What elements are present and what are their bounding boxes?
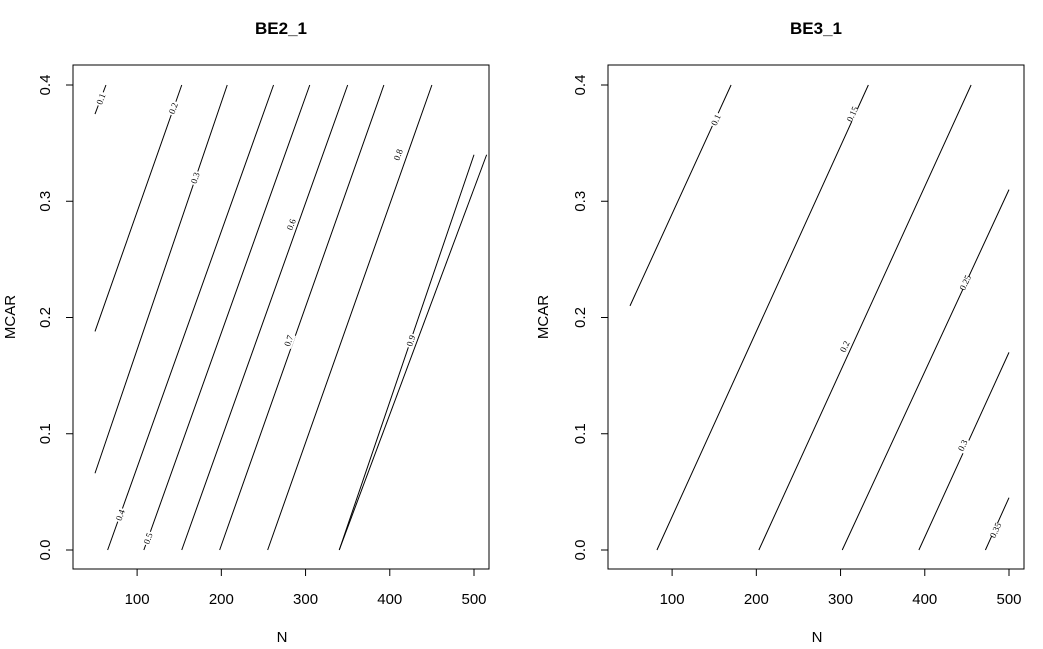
x-tick-label: 400 bbox=[912, 591, 937, 608]
contour-lines bbox=[94, 84, 488, 551]
contour-line-0-4 bbox=[107, 84, 275, 551]
y-tick-label: 0.1 bbox=[572, 423, 589, 444]
contour-label-bg bbox=[708, 111, 724, 129]
contour-line-0-15 bbox=[656, 84, 869, 551]
contour-line-0-7 bbox=[267, 84, 433, 551]
x-tick-label: 200 bbox=[744, 591, 769, 608]
contour-label: 0.9 bbox=[404, 333, 417, 347]
x-axis: 100 200 300 400 500 bbox=[660, 568, 1022, 608]
chart-title: BE2_1 bbox=[255, 19, 307, 38]
contour-label: 0.8 bbox=[392, 147, 405, 162]
y-tick-label: 0.0 bbox=[37, 540, 54, 561]
contour-label-bg bbox=[113, 506, 128, 524]
contour-label-bg bbox=[955, 436, 971, 454]
x-tick-label: 300 bbox=[293, 591, 318, 608]
contour-label-bg bbox=[140, 530, 156, 547]
contour-label: 0.25 bbox=[957, 273, 973, 292]
contour-label-bg bbox=[844, 105, 860, 123]
panel-be3-1: BE3_1 100 200 300 400 500 N 0.0 0.1 0.2 0.3 0.4 MCAR… bbox=[535, 19, 1025, 646]
y-tick-label: 0.0 bbox=[572, 540, 589, 561]
y-tick-label: 0.2 bbox=[572, 307, 589, 328]
x-tick-label: 500 bbox=[461, 591, 486, 608]
x-axis: 100 200 300 400 500 bbox=[125, 568, 487, 608]
contour-line-0-25 bbox=[841, 189, 1010, 551]
x-tick-label: 200 bbox=[209, 591, 234, 608]
contour-line-0-9 bbox=[338, 154, 475, 551]
contour-lines bbox=[629, 84, 1010, 551]
y-tick-label: 0.4 bbox=[37, 75, 54, 96]
contour-line-0-6 bbox=[181, 84, 349, 551]
panel-be2-1: BE2_1 100 200 300 400 500 N 0.0 0.1 0.2 0.3 0.4 MCAR… bbox=[2, 19, 490, 646]
contour-label-bg bbox=[284, 216, 299, 233]
contour-label-bg bbox=[988, 521, 1003, 539]
contour-label: 0.5 bbox=[141, 531, 154, 545]
contour-line-0-5 bbox=[143, 84, 311, 551]
contour-label: 0.7 bbox=[282, 333, 295, 347]
x-tick-label: 100 bbox=[660, 591, 685, 608]
contour-label: 0.1 bbox=[94, 92, 107, 106]
x-tick-label: 100 bbox=[125, 591, 150, 608]
contour-label: 0.1 bbox=[709, 113, 723, 127]
y-tick-label: 0.3 bbox=[572, 191, 589, 212]
contour-label-bg bbox=[957, 274, 973, 292]
contour-label-bg bbox=[93, 90, 109, 108]
contour-label: 0.3 bbox=[956, 438, 970, 453]
contour-label-bg bbox=[391, 146, 406, 164]
x-tick-label: 500 bbox=[996, 591, 1021, 608]
contour-line-0-2 bbox=[758, 84, 972, 551]
y-axis-label: MCAR bbox=[535, 295, 552, 339]
contour-label: 0.3 bbox=[189, 171, 202, 185]
y-tick-label: 0.3 bbox=[37, 191, 54, 212]
contour-label-bg bbox=[837, 338, 853, 356]
x-tick-label: 300 bbox=[828, 591, 853, 608]
contour-label-bg bbox=[188, 169, 203, 187]
contour-line-0-6 bbox=[219, 84, 385, 551]
contour-line-0-8 bbox=[338, 154, 488, 551]
y-tick-label: 0.4 bbox=[572, 75, 589, 96]
contour-label: 0.4 bbox=[114, 508, 127, 522]
x-axis-label: N bbox=[277, 629, 288, 646]
contour-label: 0.2 bbox=[838, 339, 852, 353]
y-tick-label: 0.2 bbox=[37, 307, 54, 328]
x-axis-label: N bbox=[812, 629, 823, 646]
plot-frame bbox=[607, 64, 1025, 570]
y-tick-label: 0.1 bbox=[37, 423, 54, 444]
y-axis-label: MCAR bbox=[2, 295, 19, 339]
contour-label: 0.6 bbox=[285, 217, 298, 231]
contour-label-bg bbox=[403, 332, 418, 349]
y-axis: 0.0 0.1 0.2 0.3 0.4 bbox=[37, 75, 74, 561]
contour-line-0-3 bbox=[94, 84, 228, 474]
chart-title: BE3_1 bbox=[790, 19, 842, 38]
contour-label-bg bbox=[281, 332, 296, 350]
contour-label: 0.35 bbox=[988, 521, 1004, 540]
x-tick-label: 400 bbox=[377, 591, 402, 608]
contour-label-bg bbox=[166, 99, 181, 117]
contour-label: 0.2 bbox=[167, 101, 180, 115]
y-axis: 0.0 0.1 0.2 0.3 0.4 bbox=[572, 75, 609, 561]
contour-line-0-2 bbox=[94, 84, 183, 332]
